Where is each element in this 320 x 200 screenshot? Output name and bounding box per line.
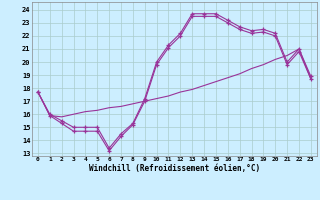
X-axis label: Windchill (Refroidissement éolien,°C): Windchill (Refroidissement éolien,°C) <box>89 164 260 173</box>
